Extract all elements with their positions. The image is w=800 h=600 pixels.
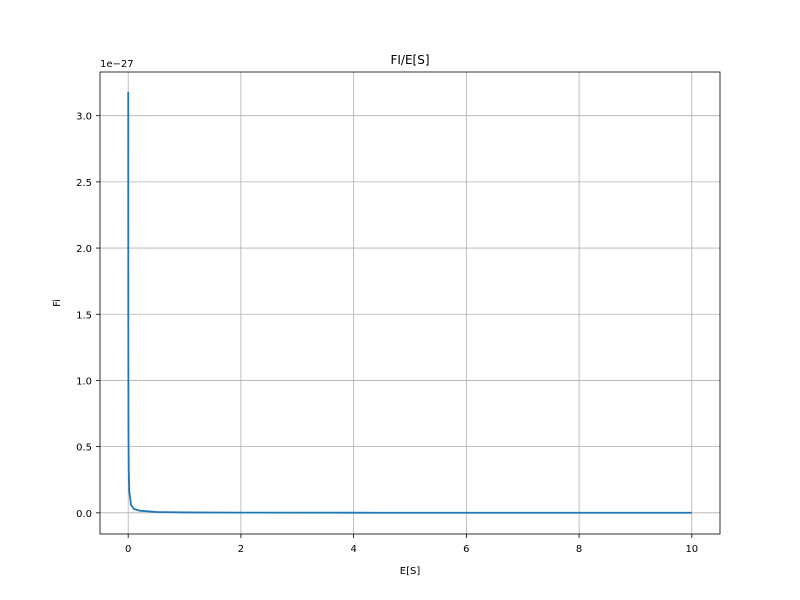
y-tick-label: 1.0 [76, 376, 92, 387]
x-tick-label: 10 [685, 544, 698, 555]
x-axis-label: E[S] [400, 566, 421, 577]
y-tick-label: 0.5 [76, 443, 92, 454]
y-axis-offset-text: 1e−27 [100, 59, 134, 70]
y-tick-label: 2.5 [76, 178, 92, 189]
chart-title: FI/E[S] [390, 53, 429, 67]
y-tick-label: 3.0 [76, 112, 92, 123]
x-tick-label: 0 [125, 544, 131, 555]
x-axis-ticks: 0 2 4 6 8 10 [125, 534, 698, 555]
y-tick-label: 2.0 [76, 244, 92, 255]
series-layer [127, 91, 692, 514]
y-tick-label: 1.5 [76, 310, 92, 321]
x-tick-label: 6 [463, 544, 469, 555]
series-line [127, 91, 692, 514]
grid [100, 72, 720, 534]
y-axis-ticks: 0.0 0.5 1.0 1.5 2.0 2.5 3.0 [76, 112, 100, 520]
y-tick-label: 0.0 [76, 509, 92, 520]
plot-frame [99, 71, 721, 535]
y-axis-label: Fi [52, 299, 63, 307]
x-tick-label: 4 [350, 544, 356, 555]
x-tick-label: 8 [576, 544, 582, 555]
x-tick-label: 2 [238, 544, 244, 555]
